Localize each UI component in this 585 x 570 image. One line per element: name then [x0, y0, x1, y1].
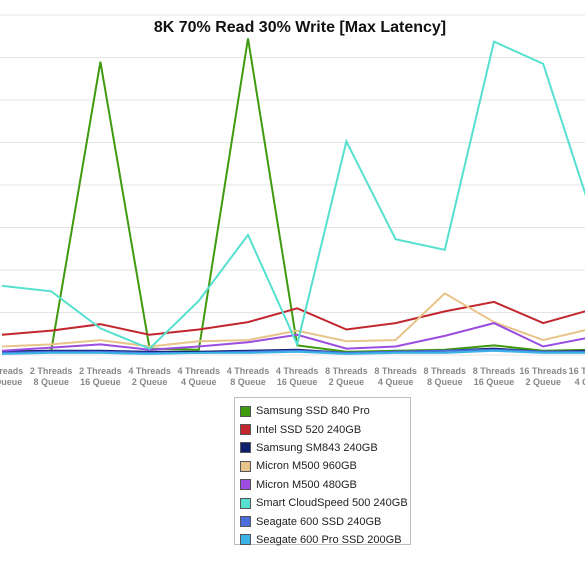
chart-title: 8K 70% Read 30% Write [Max Latency]	[153, 19, 447, 36]
legend-swatch-2	[240, 442, 251, 454]
x-tick-label-2-1: 16 Queue	[80, 377, 121, 387]
x-tick-label-10-0: 8 Threads	[473, 366, 516, 376]
series-line-5	[1, 40, 585, 350]
legend-item-1: Intel SSD 520 240GB	[240, 420, 410, 438]
legend-item-5: Smart CloudSpeed 500 240GB	[240, 494, 410, 512]
series-lines	[1, 38, 585, 355]
x-tick-label-12-1: 4 Queue	[575, 377, 585, 387]
legend-label-6: Seagate 600 SSD 240GB	[256, 515, 382, 528]
legend-swatch-0	[240, 405, 251, 417]
x-tick-label-0-1: 16 Queue	[0, 377, 22, 387]
legend-swatch-7	[240, 534, 251, 546]
x-tick-label-4-1: 4 Queue	[181, 377, 217, 387]
x-tick-label-6-0: 4 Threads	[276, 366, 319, 376]
x-tick-label-4-0: 4 Threads	[178, 366, 221, 376]
legend-item-2: Samsung SM843 240GB	[240, 439, 410, 457]
x-tick-label-11-1: 2 Queue	[525, 377, 561, 387]
x-tick-label-8-0: 8 Threads	[374, 366, 417, 376]
legend: Samsung SSD 840 Pro Intel SSD 520 240GB Sa…	[234, 397, 411, 546]
legend-label-0: Samsung SSD 840 Pro	[256, 405, 370, 418]
x-tick-label-7-0: 8 Threads	[325, 366, 368, 376]
series-line-1	[1, 300, 585, 336]
legend-item-7: Seagate 600 Pro SSD 200GB	[240, 531, 410, 549]
legend-swatch-4	[240, 479, 251, 491]
legend-label-5: Smart CloudSpeed 500 240GB	[256, 497, 408, 510]
x-tick-label-7-1: 2 Queue	[329, 377, 365, 387]
x-tick-label-12-0: 16 Threads	[569, 366, 585, 376]
legend-label-7: Seagate 600 Pro SSD 200GB	[256, 533, 402, 546]
legend-label-3: Micron M500 960GB	[256, 460, 357, 473]
x-tick-label-6-1: 16 Queue	[277, 377, 318, 387]
x-tick-label-9-0: 8 Threads	[424, 366, 467, 376]
x-tick-label-2-0: 2 Threads	[79, 366, 122, 376]
x-tick-label-8-1: 4 Queue	[378, 377, 414, 387]
legend-item-4: Micron M500 480GB	[240, 476, 410, 494]
legend-label-4: Micron M500 480GB	[256, 478, 357, 491]
legend-item-6: Seagate 600 SSD 240GB	[240, 512, 410, 530]
series-line-7	[1, 349, 585, 355]
legend-label-1: Intel SSD 520 240GB	[256, 423, 362, 436]
legend-swatch-5	[240, 497, 251, 509]
x-tick-label-1-0: 2 Threads	[30, 366, 73, 376]
series-line-4	[1, 322, 585, 352]
x-tick-label-11-0: 16 Threads	[519, 366, 567, 376]
x-tick-label-1-1: 8 Queue	[33, 377, 69, 387]
legend-swatch-1	[240, 424, 251, 436]
legend-swatch-6	[240, 516, 251, 528]
x-tick-label-9-1: 8 Queue	[427, 377, 463, 387]
x-tick-label-10-1: 16 Queue	[474, 377, 515, 387]
x-tick-label-5-1: 8 Queue	[230, 377, 266, 387]
x-tick-label-5-0: 4 Threads	[227, 366, 270, 376]
series-line-0	[1, 38, 585, 353]
legend-label-2: Samsung SM843 240GB	[256, 441, 378, 454]
x-tick-label-0-0: 1 Threads	[0, 366, 23, 376]
legend-swatch-3	[240, 460, 251, 472]
legend-item-3: Micron M500 960GB	[240, 457, 410, 475]
x-tick-label-3-1: 2 Queue	[132, 377, 168, 387]
legend-item-0: Samsung SSD 840 Pro	[240, 402, 410, 420]
x-tick-label-3-0: 4 Threads	[128, 366, 171, 376]
